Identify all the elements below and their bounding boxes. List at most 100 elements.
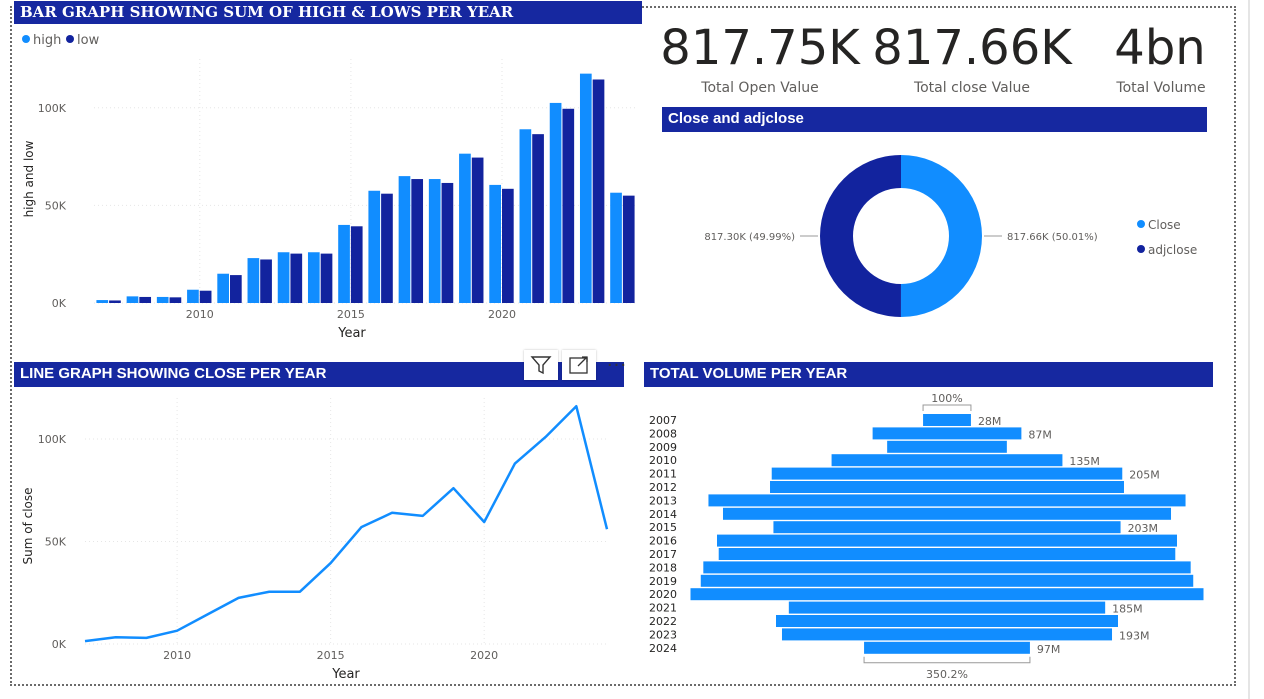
bar-high-2024[interactable] [610,192,622,303]
x-tick-label: 2015 [337,308,365,321]
funnel-category-label: 2017 [649,548,677,561]
kpi-volume-label: Total Volume [1116,80,1206,96]
bar-low-2017[interactable] [411,179,424,303]
bar-high-2017[interactable] [398,176,411,303]
donut-chart-title: Close and adjclose [662,107,1207,132]
bar-low-2013[interactable] [290,253,303,303]
funnel-category-label: 2009 [649,441,677,454]
bar-chart[interactable]: high low 0K 50K 100K 2010 2015 2020 Year high an… [14,24,642,344]
funnel-data-label: 193M [1119,629,1150,642]
bar-high-2019[interactable] [459,153,471,303]
bar-chart-bars[interactable] [96,73,635,303]
funnel-bar-2014[interactable] [722,507,1172,520]
bar-high-2014[interactable] [307,252,320,303]
donut-slice-close[interactable] [900,155,982,317]
donut-legend-label[interactable]: Close [1148,218,1181,232]
donut-slice-adjclose[interactable] [819,155,901,317]
funnel-bar-2012[interactable] [770,481,1124,493]
bar-high-2009[interactable] [156,296,169,303]
funnel-category-label: 2012 [649,481,677,494]
funnel-bar-2013[interactable] [708,494,1186,507]
funnel-bar-2022[interactable] [776,615,1118,627]
bar-low-2021[interactable] [532,134,544,303]
funnel-bar-2007[interactable] [923,414,971,426]
bar-chart-axes: 0K 50K 100K 2010 2015 2020 Year high and low [22,102,516,341]
bar-low-2012[interactable] [260,259,272,303]
legend-marker-high[interactable] [22,35,30,43]
bar-low-2018[interactable] [441,182,454,303]
funnel-bar-2020[interactable] [690,588,1204,601]
bar-low-2008[interactable] [139,296,152,303]
x-tick-label: 2010 [186,308,214,321]
y-tick-label: 50K [45,199,67,212]
bar-chart-legend[interactable]: high low [22,33,100,48]
funnel-bar-2016[interactable] [717,534,1177,547]
bar-low-2009[interactable] [169,297,182,303]
bar-high-2020[interactable] [489,184,501,303]
donut-chart-slices[interactable] [819,155,982,317]
funnel-bar-2010[interactable] [831,454,1063,467]
funnel-bar-2015[interactable] [773,521,1121,534]
funnel-bar-2018[interactable] [703,561,1191,574]
y-axis-title: Sum of close [21,487,35,564]
y-axis-title: high and low [22,140,36,217]
funnel-bar-2009[interactable] [887,440,1007,453]
line-chart[interactable]: 0K 50K 100K 2010 2015 2020 Year Sum of close [14,388,628,686]
bar-low-2011[interactable] [230,275,242,303]
donut-legend-marker[interactable] [1137,245,1145,253]
kpi-close-label: Total close Value [913,80,1031,96]
funnel-category-label: 2008 [649,427,677,440]
bar-low-2024[interactable] [622,195,635,303]
bar-high-2012[interactable] [247,258,260,303]
focus-mode-icon[interactable] [562,350,596,380]
bar-high-2023[interactable] [579,73,592,303]
funnel-category-label: 2019 [649,575,677,588]
bar-low-2007[interactable] [109,300,121,303]
bar-high-2018[interactable] [428,179,441,303]
bar-high-2022[interactable] [549,102,562,303]
bar-low-2023[interactable] [592,79,605,303]
funnel-category-label: 2014 [649,508,677,521]
line-chart-series[interactable] [84,404,609,643]
funnel-bar-2008[interactable] [872,427,1022,440]
bar-high-2016[interactable] [368,190,381,303]
legend-label-low[interactable]: low [77,33,100,48]
y-tick-label: 100K [38,433,67,446]
filter-icon[interactable] [524,350,558,380]
bar-high-2013[interactable] [277,252,290,303]
bar-high-2008[interactable] [126,296,139,303]
bar-high-2007[interactable] [96,300,109,303]
x-axis-title: Year [331,667,360,682]
bar-low-2022[interactable] [562,108,575,303]
funnel-bar-2017[interactable] [718,548,1176,560]
bar-low-2016[interactable] [381,193,393,303]
bar-high-2021[interactable] [519,129,532,303]
bar-low-2020[interactable] [502,188,514,303]
x-tick-label: 2020 [470,649,498,662]
donut-chart-legend[interactable]: Close adjclose [1137,218,1197,257]
funnel-bar-2021[interactable] [788,601,1106,614]
bar-high-2011[interactable] [217,273,229,303]
legend-marker-low[interactable] [66,35,74,43]
bar-low-2019[interactable] [471,157,484,303]
bar-low-2015[interactable] [350,226,363,303]
donut-data-label: 817.30K (49.99%) [704,232,795,243]
bar-low-2014[interactable] [320,253,333,303]
funnel-chart-bars[interactable] [690,414,1204,654]
funnel-bar-2019[interactable] [700,574,1194,587]
funnel-category-label: 2024 [649,642,677,655]
donut-chart[interactable]: 817.66K (50.01%) 817.30K (49.99%) Close ad… [662,140,1222,340]
bar-high-2015[interactable] [338,224,350,303]
more-options-icon[interactable]: ··· [606,354,628,376]
funnel-bar-2011[interactable] [771,467,1123,480]
bar-high-2010[interactable] [187,289,199,303]
legend-label-high[interactable]: high [33,33,61,48]
funnel-bar-2023[interactable] [781,628,1113,641]
donut-legend-marker[interactable] [1137,220,1145,228]
donut-legend-label[interactable]: adjclose [1148,243,1197,257]
bar-low-2010[interactable] [199,290,212,303]
funnel-bar-2024[interactable] [864,641,1030,654]
line-series-close[interactable] [84,404,609,643]
